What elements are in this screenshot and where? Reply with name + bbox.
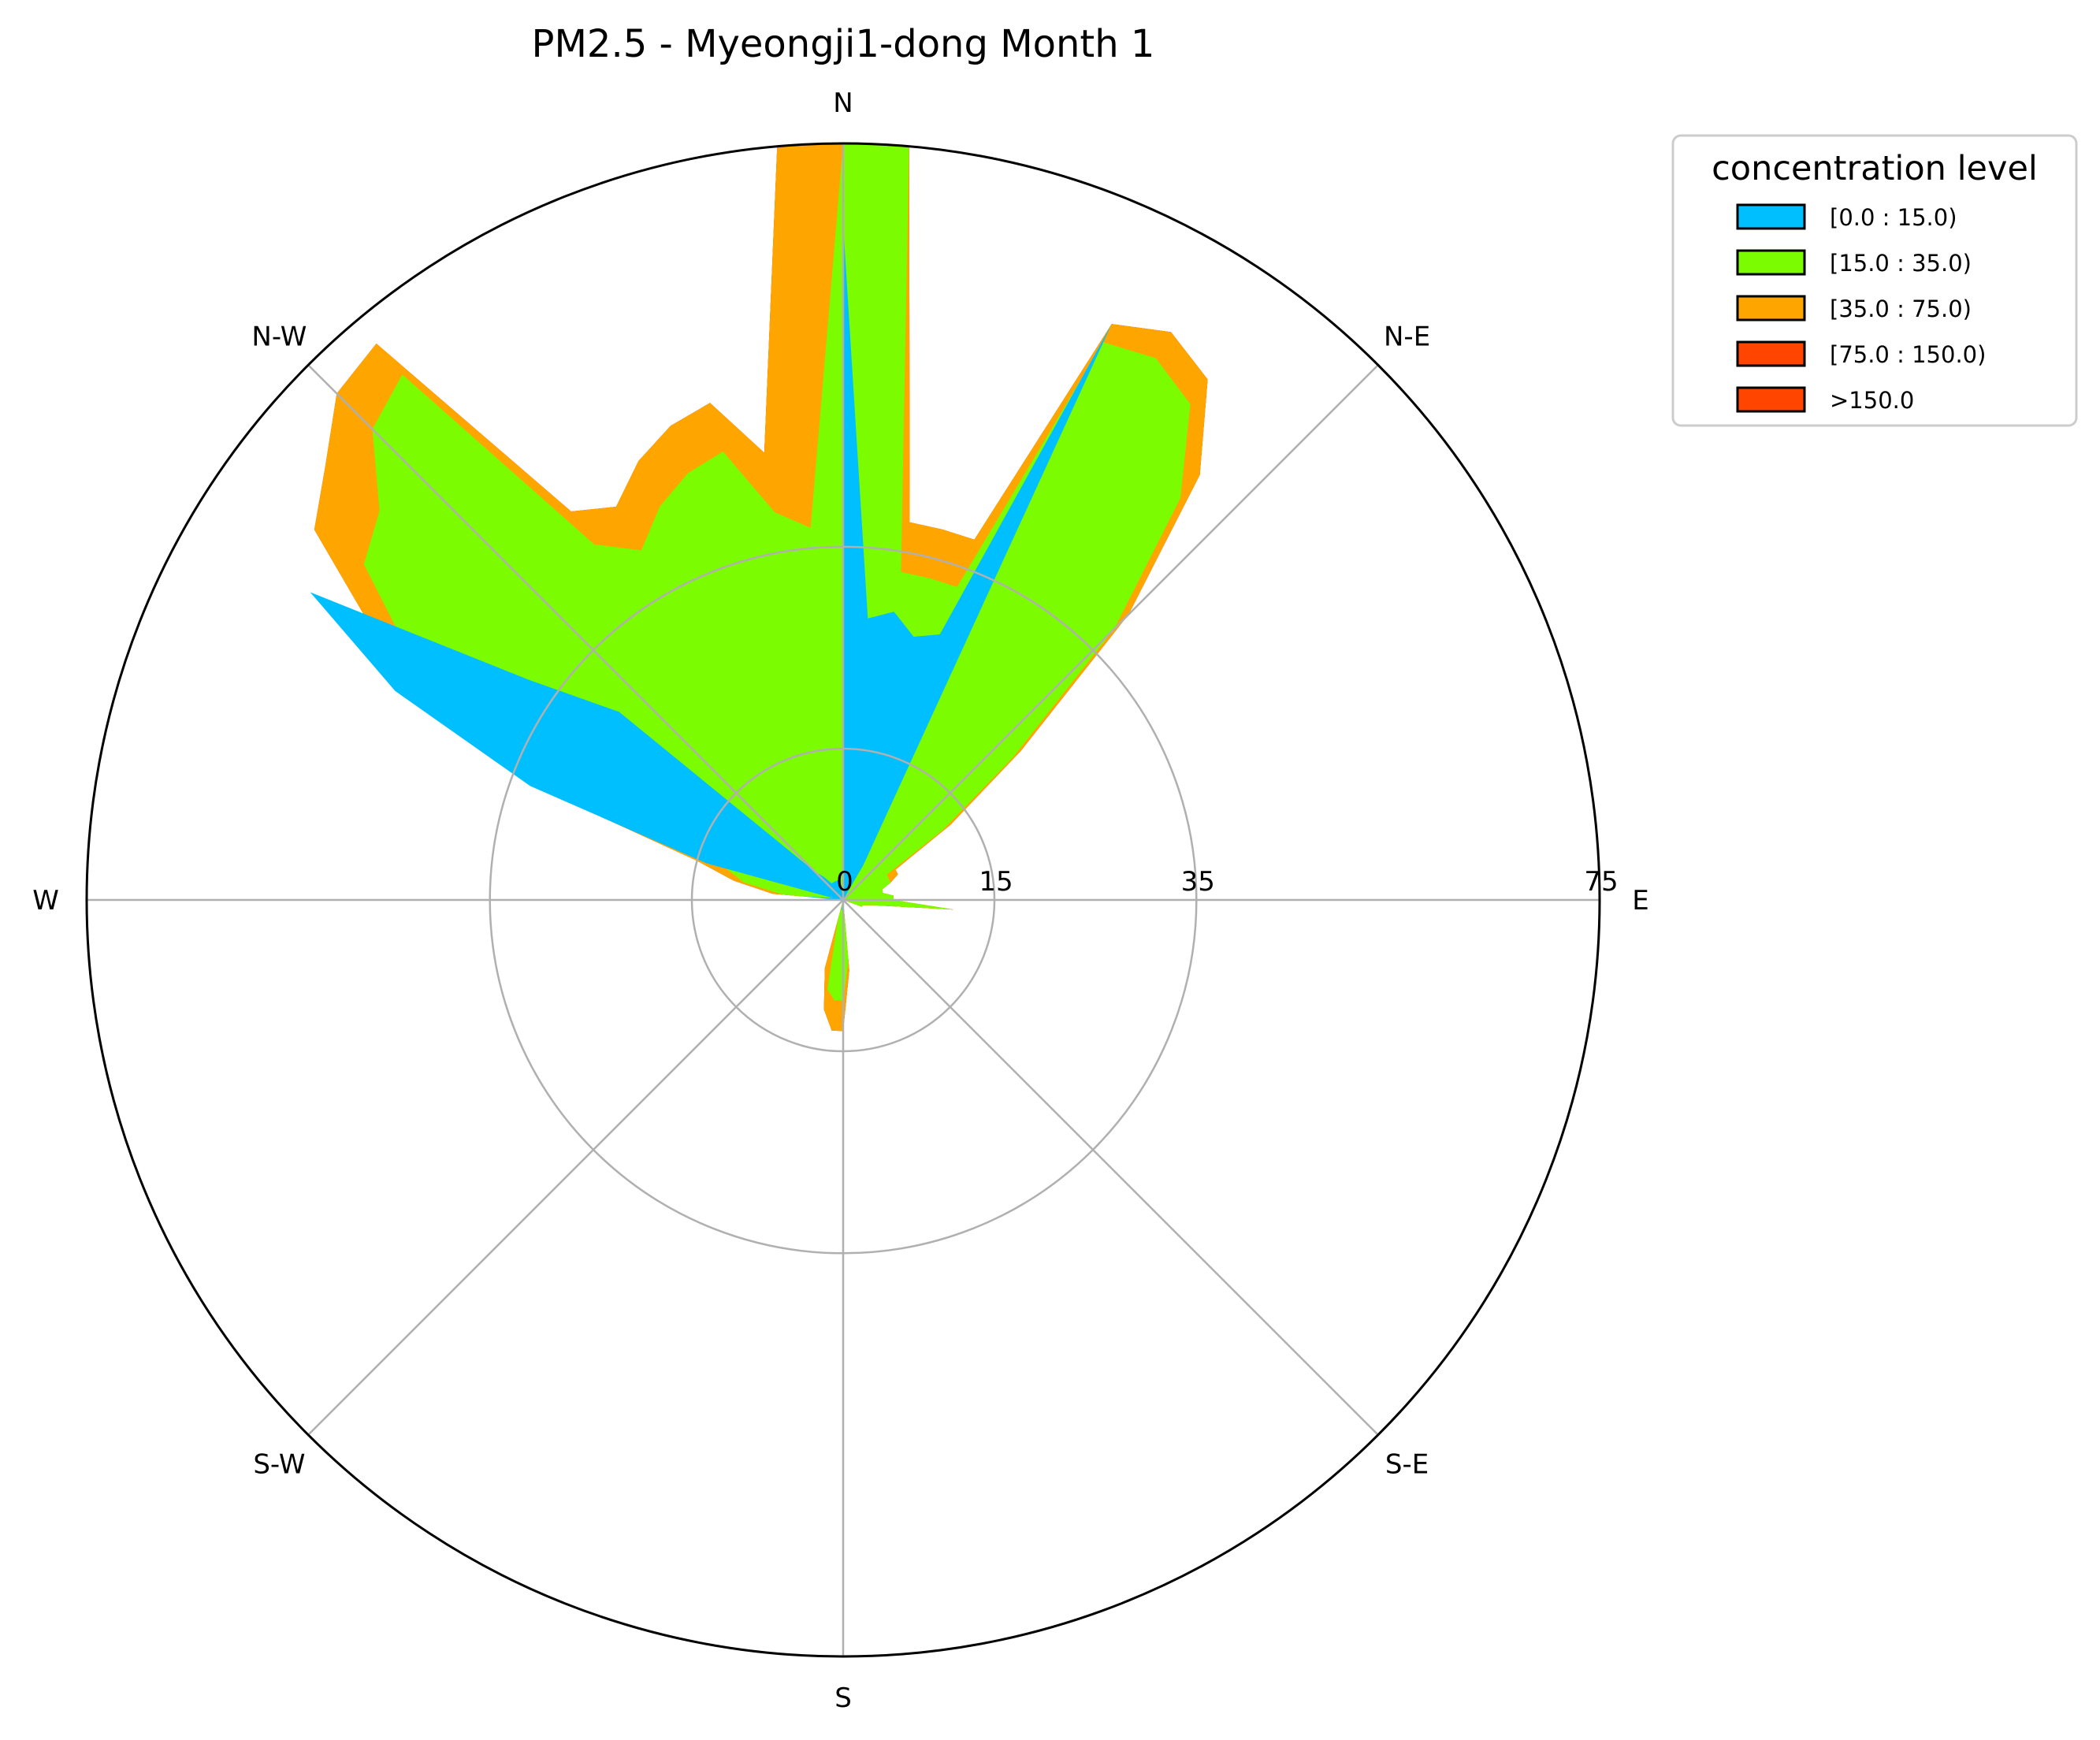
series-layer bbox=[310, 143, 1208, 1032]
legend-title: concentration level bbox=[1712, 149, 2038, 188]
legend-items: [0.0 : 15.0) [15.0 : 35.0) [35.0 : 75.0) [7… bbox=[1736, 203, 1986, 414]
direction-label-s-e: S-E bbox=[1385, 1449, 1429, 1481]
direction-labels: N N-E E S-E S S-W W N-W bbox=[32, 87, 1649, 1714]
spoke-s-e bbox=[842, 899, 1379, 1436]
legend-label: [35.0 : 75.0) bbox=[1830, 296, 1972, 322]
direction-label-n-e: N-E bbox=[1384, 321, 1430, 352]
legend-swatch bbox=[1736, 295, 1806, 322]
grid-layer bbox=[87, 143, 1600, 1656]
chart-title: PM2.5 - Myeongji1-dong Month 1 bbox=[532, 22, 1155, 66]
legend-label: [75.0 : 150.0) bbox=[1830, 341, 1986, 368]
radial-tick-label: 35 bbox=[1181, 866, 1215, 898]
legend: concentration level [0.0 : 15.0) [15.0 : … bbox=[1671, 134, 2078, 427]
direction-label-e: E bbox=[1632, 885, 1648, 916]
direction-label-n: N bbox=[833, 87, 853, 119]
direction-label-n-w: N-W bbox=[251, 321, 307, 352]
spoke-n-w bbox=[307, 364, 844, 901]
direction-label-s: S bbox=[834, 1682, 852, 1714]
radial-tick-label: 15 bbox=[979, 866, 1013, 898]
radial-tick-label: 0 bbox=[836, 866, 853, 898]
polar-frame bbox=[85, 142, 1601, 1658]
legend-label: >150.0 bbox=[1830, 387, 1914, 414]
legend-label: [0.0 : 15.0) bbox=[1830, 204, 1957, 231]
radial-tick-label: 75 bbox=[1584, 866, 1618, 898]
legend-swatch bbox=[1736, 203, 1806, 230]
spoke-s-w bbox=[307, 899, 844, 1436]
legend-swatch bbox=[1736, 249, 1806, 276]
series-area-1 bbox=[310, 224, 1112, 910]
legend-swatch bbox=[1736, 386, 1806, 413]
direction-label-w: W bbox=[32, 885, 59, 916]
legend-label: [15.0 : 35.0) bbox=[1830, 250, 1972, 277]
legend-swatch bbox=[1736, 340, 1806, 367]
radial-tick-labels: 0 15 35 75 bbox=[836, 866, 1618, 898]
spoke-n-e bbox=[842, 364, 1379, 901]
direction-label-s-w: S-W bbox=[253, 1449, 305, 1481]
